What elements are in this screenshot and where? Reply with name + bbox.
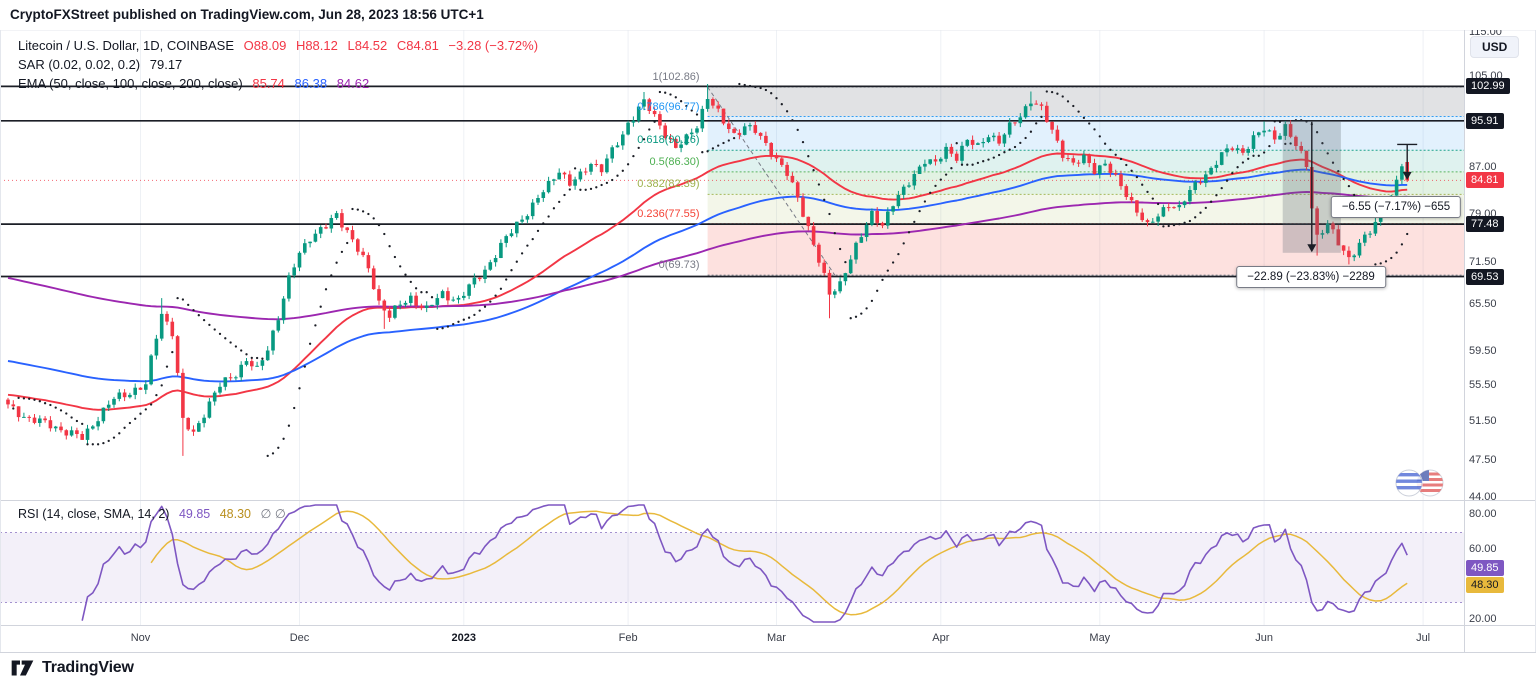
time-axis-label: Jun bbox=[1255, 632, 1273, 644]
tradingview-brand-text: TradingView bbox=[42, 659, 134, 676]
fib-level-label: 0.5(86.30) bbox=[649, 155, 700, 168]
measure-drawings-layer bbox=[1282, 120, 1418, 253]
ohlc-open: O88.09 bbox=[243, 38, 287, 53]
attribution-text: CryptoFXStreet published on TradingView.… bbox=[0, 0, 1536, 30]
rsi-value: 49.85 bbox=[178, 507, 211, 521]
ohlc-low: L84.52 bbox=[347, 38, 388, 53]
price-axis-tick: 71.50 bbox=[1469, 256, 1497, 268]
price-axis-badge: 84.81 bbox=[1466, 172, 1504, 189]
ohlc-close: C84.81 bbox=[396, 38, 439, 53]
price-axis-tick: 44.00 bbox=[1469, 491, 1497, 504]
rsi-axis-tick: 20.00 bbox=[1469, 613, 1497, 625]
fib-level-label: 0.786(96.77) bbox=[637, 100, 700, 113]
base-currency-logo-icon bbox=[1395, 469, 1423, 497]
rsi-value-badge: 49.85 bbox=[1466, 560, 1504, 576]
symbol-title: Litecoin / U.S. Dollar, 1D, COINBASE bbox=[18, 38, 235, 53]
ohlc-high: H88.12 bbox=[295, 38, 338, 53]
rsi-hidden-plots: ∅ ∅ bbox=[260, 507, 286, 521]
symbol-legend[interactable]: Litecoin / U.S. Dollar, 1D, COINBASE O88… bbox=[18, 38, 544, 53]
price-axis-tick: 51.50 bbox=[1469, 414, 1497, 427]
rsi-axis-tick: 80.00 bbox=[1469, 508, 1497, 520]
fib-level-label: 0.382(82.39) bbox=[637, 178, 700, 191]
price-axis-tick: 87.00 bbox=[1469, 161, 1497, 174]
tradingview-footer-link[interactable]: TradingView bbox=[10, 658, 134, 678]
time-axis-label: Feb bbox=[618, 632, 638, 644]
psar-dots-layer bbox=[12, 82, 1409, 458]
price-axis-badge: 77.48 bbox=[1466, 216, 1504, 233]
sar-value: 79.17 bbox=[149, 57, 183, 72]
rsi-ma-value: 48.30 bbox=[219, 507, 251, 521]
ema-label: EMA (50, close, 100, close, 200, close) bbox=[18, 76, 243, 91]
rsi-legend[interactable]: RSI (14, close, SMA, 14, 2) 49.85 48.30 … bbox=[18, 506, 292, 521]
price-axis-tick: 65.50 bbox=[1469, 298, 1497, 311]
price-axis-tick: 59.50 bbox=[1469, 344, 1497, 357]
ema100-value: 86.38 bbox=[294, 76, 328, 91]
price-axis-badge: 102.99 bbox=[1466, 78, 1510, 95]
price-axis-badge: 95.91 bbox=[1466, 112, 1504, 129]
fib-bands-layer bbox=[707, 87, 1464, 276]
candles-layer bbox=[6, 84, 1409, 456]
time-axis-label: Jul bbox=[1416, 632, 1431, 644]
sar-legend[interactable]: SAR (0.02, 0.02, 0.2) 79.17 bbox=[18, 57, 188, 72]
ema-legend[interactable]: EMA (50, close, 100, close, 200, close) … bbox=[18, 76, 375, 91]
rsi-pane-layer bbox=[0, 504, 1464, 623]
time-axis-label: Dec bbox=[289, 632, 310, 644]
currency-button[interactable]: USD bbox=[1470, 36, 1520, 58]
measure-label-small[interactable]: −6.55 (−7.17%) −655 bbox=[1330, 196, 1462, 218]
ohlc-change: −3.28 (−3.72%) bbox=[448, 38, 539, 53]
price-axis-badge: 69.53 bbox=[1466, 268, 1504, 285]
quote-currency-flag-icon bbox=[1416, 469, 1444, 497]
rsi-axis-tick: 60.00 bbox=[1469, 543, 1497, 555]
instrument-logos-watermark bbox=[1395, 469, 1444, 497]
fib-level-label: 0.236(77.55) bbox=[637, 207, 700, 220]
time-axis-label: May bbox=[1089, 632, 1111, 644]
fib-level-label: 0.618(90.26) bbox=[637, 134, 700, 147]
rsi-label: RSI (14, close, SMA, 14, 2) bbox=[18, 507, 170, 521]
price-axis-tick: 47.50 bbox=[1469, 453, 1497, 466]
price-axis-tick: 55.50 bbox=[1469, 378, 1497, 391]
time-axis-label: 2023 bbox=[451, 632, 477, 644]
tradingview-logo-icon bbox=[11, 660, 34, 676]
separators-layer bbox=[0, 29, 1536, 653]
rsi-ma-value-badge: 48.30 bbox=[1466, 577, 1504, 593]
ema50-value: 85.74 bbox=[252, 76, 285, 91]
time-axis-label: Nov bbox=[130, 632, 151, 644]
sar-label: SAR (0.02, 0.02, 0.2) bbox=[18, 57, 141, 72]
fib-level-label: 0(69.73) bbox=[658, 259, 700, 272]
time-axis-label: Mar bbox=[767, 632, 786, 644]
ema200-value: 84.62 bbox=[336, 76, 370, 91]
time-axis-label: Apr bbox=[932, 632, 950, 644]
measure-label-large[interactable]: −22.89 (−23.83%) −2289 bbox=[1236, 266, 1386, 288]
fib-level-label: 1(102.86) bbox=[652, 70, 700, 83]
horizontal-lines-layer bbox=[0, 85, 1464, 278]
